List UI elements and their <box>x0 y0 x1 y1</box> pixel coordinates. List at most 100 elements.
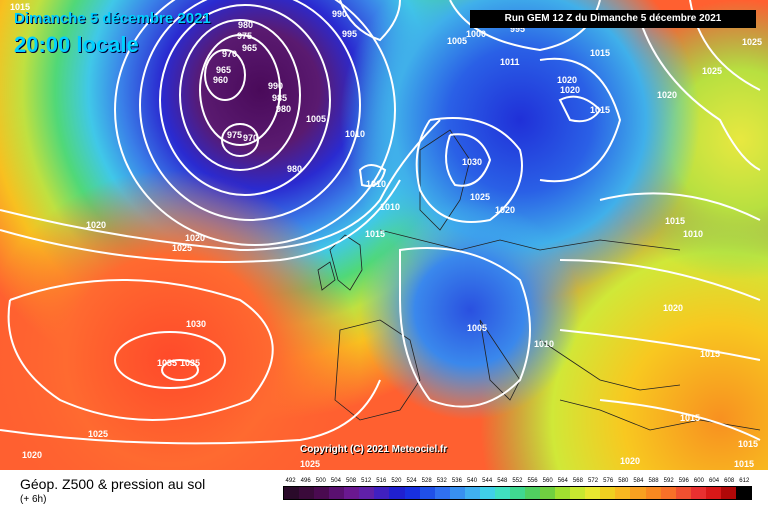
scale-swatch <box>329 487 345 499</box>
isobar-label: 970 <box>243 133 258 143</box>
scale-label: 548 <box>497 478 508 484</box>
isobar-label: 1010 <box>380 202 400 212</box>
scale-swatch <box>615 487 631 499</box>
scale-swatch <box>645 487 661 499</box>
scale-swatch <box>404 487 420 499</box>
scale-label: 496 <box>300 478 311 484</box>
isobar-label: 1025 <box>300 459 320 469</box>
scale-label: 556 <box>527 478 538 484</box>
scale-label: 508 <box>346 478 357 484</box>
scale-swatch <box>630 487 646 499</box>
scale-label: 492 <box>285 478 296 484</box>
scale-swatch <box>359 487 375 499</box>
isobar-label: 1015 <box>734 459 754 469</box>
scale-swatch <box>374 487 390 499</box>
scale-swatch <box>540 487 556 499</box>
scale-label: 512 <box>361 478 372 484</box>
isobar-label: 1015 <box>590 48 610 58</box>
isobar-label: 975 <box>237 31 252 41</box>
scale-label: 536 <box>451 478 462 484</box>
isobar-label: 1035 <box>157 358 177 368</box>
scale-swatch <box>555 487 571 499</box>
isobar-label: 1020 <box>185 233 205 243</box>
isobar-label: 1020 <box>560 85 580 95</box>
scale-swatch <box>344 487 360 499</box>
scale-swatch <box>735 487 751 499</box>
isobar-label: 1015 <box>738 439 758 449</box>
isobar-label: 1030 <box>462 157 482 167</box>
scale-label: 520 <box>391 478 402 484</box>
scale-label: 544 <box>482 478 493 484</box>
scale-label: 516 <box>376 478 387 484</box>
scale-swatch <box>299 487 315 499</box>
scale-label: 552 <box>512 478 523 484</box>
scale-swatch <box>525 487 541 499</box>
isobar-label: 995 <box>342 29 357 39</box>
map-title: Géop. Z500 & pression au sol <box>20 476 206 492</box>
scale-label: 604 <box>709 478 720 484</box>
scale-label: 564 <box>557 478 568 484</box>
isobar-label: 1020 <box>663 303 683 313</box>
scale-swatch <box>479 487 495 499</box>
isobar-label: 1015 <box>365 229 385 239</box>
isobar-label: 1005 <box>447 36 467 46</box>
isobar-label: 1011 <box>500 57 520 67</box>
isobar-labels: 1015 980 990 995 1005 1000 995 1011 1025… <box>10 2 762 469</box>
scale-label: 580 <box>618 478 629 484</box>
isobar-label: 980 <box>287 164 302 174</box>
scale-swatch <box>690 487 706 499</box>
scale-label: 608 <box>724 478 735 484</box>
isobar-label: 985 <box>272 93 287 103</box>
isobars <box>0 0 761 445</box>
scale-label: 524 <box>406 478 417 484</box>
scale-label: 588 <box>648 478 659 484</box>
isobar-label: 1025 <box>470 192 490 202</box>
scale-label: 504 <box>330 478 341 484</box>
scale-label: 592 <box>663 478 674 484</box>
isobar-label: 1015 <box>680 413 700 423</box>
isobar-label: 1015 <box>665 216 685 226</box>
scale-swatch <box>660 487 676 499</box>
scale-swatch <box>600 487 616 499</box>
scale-swatch <box>464 487 480 499</box>
isobar-label: 1015 <box>10 2 30 12</box>
scale-swatch <box>675 487 691 499</box>
scale-label: 568 <box>572 478 583 484</box>
isobar-label: 1020 <box>22 450 42 460</box>
isobar-label: 965 <box>216 65 231 75</box>
scale-swatch <box>570 487 586 499</box>
scale-label: 532 <box>436 478 447 484</box>
isobar-label: 975 <box>227 130 242 140</box>
scale-label: 528 <box>421 478 432 484</box>
isobar-label: 965 <box>242 43 257 53</box>
isobar-label: 1025 <box>88 429 108 439</box>
isobar-label: 1025 <box>702 66 722 76</box>
scale-swatch <box>389 487 405 499</box>
color-scale-bar <box>283 486 752 500</box>
isobar-label: 1020 <box>620 456 640 466</box>
isobar-label: 1015 <box>700 349 720 359</box>
scale-swatch <box>705 487 721 499</box>
scale-swatch <box>434 487 450 499</box>
isobar-label: 980 <box>238 20 253 30</box>
isobar-label: 1010 <box>534 339 554 349</box>
isobar-label: 1010 <box>366 179 386 189</box>
run-info-banner: Run GEM 12 Z du Dimanche 5 décembre 2021 <box>470 10 756 28</box>
isobar-label: 1025 <box>172 243 192 253</box>
isobar-label: 1010 <box>345 129 365 139</box>
color-scale-labels: 492 496 500 504 508 512 516 520 524 528 532 536 540 5… <box>283 478 752 484</box>
scale-swatch <box>419 487 435 499</box>
isobar-label: 970 <box>222 49 237 59</box>
copyright-text: Copyright (C) 2021 Meteociel.fr <box>300 444 448 455</box>
scale-swatch <box>284 487 300 499</box>
isobar-label: 1020 <box>86 220 106 230</box>
forecast-local-time: 20:00 locale <box>14 32 139 57</box>
scale-label: 572 <box>588 478 599 484</box>
color-scale: 492 496 500 504 508 512 516 520 524 528 532 536 540 5… <box>283 478 752 500</box>
isobar-label: 1035 <box>180 358 200 368</box>
isobar-label: 1020 <box>495 205 515 215</box>
isobar-label: 990 <box>332 9 347 19</box>
isobar-label: 1010 <box>683 229 703 239</box>
scale-label: 560 <box>542 478 553 484</box>
scale-label: 584 <box>633 478 644 484</box>
